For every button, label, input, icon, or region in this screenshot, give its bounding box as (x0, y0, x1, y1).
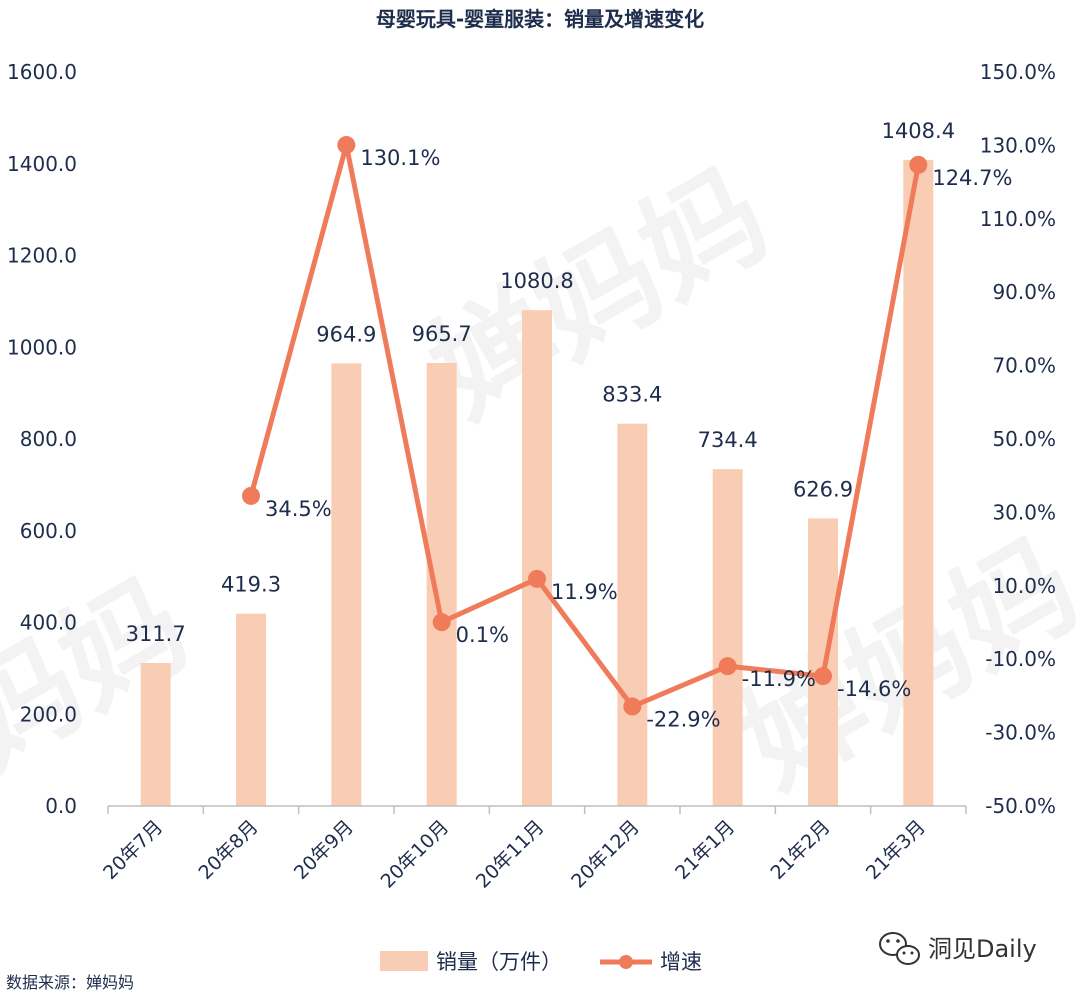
legend: 销量（万件） 增速 (380, 950, 702, 974)
growth-point (337, 136, 356, 155)
x-tick-label: 20年7月 (99, 816, 167, 884)
growth-point (242, 486, 260, 505)
line-labels: 34.5% 130.1% 0.1% 11.9% -22.9% -11.9% -14.6% 12… (265, 146, 1012, 732)
bar-value-label: 626.9 (793, 477, 853, 501)
growth-point (528, 569, 546, 588)
growth-point (814, 667, 832, 686)
x-tick-label: 20年11月 (472, 816, 549, 893)
growth-point (909, 155, 928, 174)
watermark-0: 婵妈妈 (409, 145, 790, 445)
y-right-tick: 110.0% (980, 207, 1056, 231)
y-right-tick: 30.0% (992, 500, 1056, 524)
legend-bar-label: 销量（万件） (436, 950, 562, 974)
growth-value-label: 0.1% (456, 623, 509, 647)
bar-value-label: 734.4 (698, 428, 758, 452)
line-series (242, 136, 928, 716)
y-left-tick: 1600.0 (7, 60, 77, 84)
bar (903, 159, 934, 807)
x-tick-label: 21年2月 (766, 816, 834, 884)
growth-value-label: 130.1% (360, 146, 440, 170)
bar-series (140, 159, 934, 807)
growth-value-label: -14.6% (837, 677, 911, 701)
bar-value-label: 965.7 (412, 322, 472, 346)
bar-value-label: 964.9 (316, 322, 376, 346)
growth-point (432, 613, 451, 632)
growth-value-label: 34.5% (265, 497, 332, 521)
bar (140, 663, 171, 806)
y-right-tick: 10.0% (992, 574, 1056, 598)
bar-labels: 311.7 419.3 964.9 965.7 1080.8 833.4 734.4 626.… (126, 119, 955, 646)
y-left-tick: 800.0 (20, 427, 77, 451)
bar-value-label: 1080.8 (500, 269, 573, 293)
legend-line-marker (619, 955, 633, 969)
bar-value-label: 311.7 (126, 622, 186, 646)
wechat-icon (879, 932, 920, 965)
x-axis: 20年7月 20年8月 20年9月 20年10月 20年11月 20年12月 21年1月 21… (99, 806, 967, 893)
growth-point (718, 657, 737, 676)
bar-value-label: 1408.4 (882, 119, 955, 143)
x-tick-label: 21年3月 (862, 816, 930, 884)
y-right-tick: -10.0% (985, 647, 1056, 671)
bar (236, 613, 266, 806)
growth-line (248, 142, 921, 710)
y-axis-right: -50.0% -30.0% -10.0% 10.0% 30.0% 50.0% 70.0% 90… (980, 60, 1056, 818)
bar-value-label: 419.3 (221, 573, 281, 597)
y-left-tick: 600.0 (20, 519, 77, 543)
y-left-tick: 400.0 (20, 611, 77, 635)
x-tick-label: 20年9月 (290, 816, 358, 884)
chart-title: 母婴玩具-婴童服装：销量及增速变化 (376, 7, 704, 31)
legend-bar-swatch (380, 951, 428, 971)
growth-value-label: 124.7% (932, 166, 1012, 190)
y-right-tick: -30.0% (985, 721, 1056, 745)
bar (808, 518, 838, 806)
y-left-tick: 1000.0 (7, 335, 77, 359)
bar (617, 423, 648, 806)
y-axis-left: 0.0 200.0 400.0 600.0 800.0 1000.0 1200.0 1400.… (7, 60, 77, 818)
y-right-tick: 70.0% (992, 354, 1056, 378)
brand-name: 洞见Daily (928, 935, 1037, 963)
legend-line-label: 增速 (660, 950, 702, 974)
x-tick-label: 20年12月 (567, 816, 644, 893)
growth-value-label: -11.9% (742, 667, 816, 691)
bar (712, 469, 743, 806)
y-left-tick: 1400.0 (7, 152, 77, 176)
growth-value-label: 11.9% (551, 580, 618, 604)
source-note: 数据来源：婵妈妈 (6, 973, 134, 992)
y-right-tick: 130.0% (980, 133, 1056, 157)
x-tick-label: 21年1月 (671, 816, 739, 884)
y-right-tick: 50.0% (992, 427, 1056, 451)
bar (522, 310, 552, 806)
growth-value-label: -22.9% (646, 708, 720, 732)
y-right-tick: 150.0% (980, 60, 1056, 84)
y-left-tick: 0.0 (45, 794, 77, 818)
brand-mark: 洞见Daily (879, 932, 1037, 965)
bar-value-label: 833.4 (602, 383, 662, 407)
y-right-tick: 90.0% (992, 280, 1056, 304)
bar (331, 363, 362, 806)
y-left-tick: 1200.0 (7, 244, 77, 268)
x-tick-label: 20年10月 (377, 816, 454, 893)
x-tick-label: 20年8月 (194, 816, 262, 884)
growth-point (623, 697, 642, 716)
y-left-tick: 200.0 (20, 702, 77, 726)
bar (426, 362, 457, 806)
y-right-tick: -50.0% (985, 794, 1056, 818)
